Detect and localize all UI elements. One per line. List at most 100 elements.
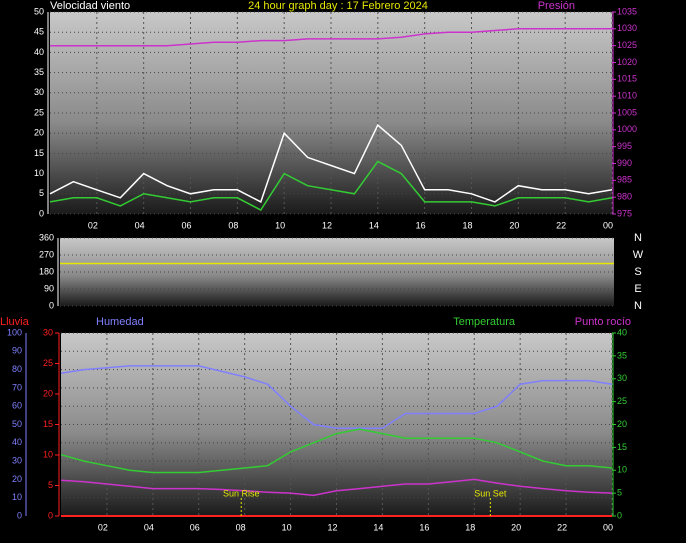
y-tick-label: 5 — [39, 188, 44, 198]
y2-tick-label: 1010 — [617, 91, 637, 101]
y3-tick-label: 25 — [43, 358, 53, 368]
x-tick-label: 00 — [603, 522, 613, 532]
y2-tick-label: 0 — [617, 510, 622, 520]
x-tick-label: 16 — [419, 522, 429, 532]
y-tick-label: 30 — [12, 455, 22, 465]
series-label: Temperatura — [453, 316, 516, 328]
x-tick-label: 08 — [228, 220, 238, 230]
series-line — [49, 123, 613, 203]
y3-tick-label: 5 — [48, 480, 53, 490]
y3-tick-label: 20 — [43, 388, 53, 398]
compass-label: N — [634, 300, 642, 312]
y2-tick-label: 10 — [617, 465, 627, 475]
y-label: Velocidad viento — [50, 0, 130, 12]
y-tick-label: 40 — [34, 47, 44, 57]
chart-title: 24 hour graph day : 17 Febrero 2024 — [248, 0, 428, 12]
y-tick-label: 0 — [17, 510, 22, 520]
series-label: Lluvia — [0, 316, 30, 328]
y-tick-label: 50 — [12, 419, 22, 429]
y-tick-label: 70 — [12, 382, 22, 392]
series-line — [49, 160, 613, 211]
sun-label: Sun Set — [474, 488, 507, 498]
x-tick-label: 16 — [416, 220, 426, 230]
x-tick-label: 06 — [181, 220, 191, 230]
x-tick-label: 22 — [556, 220, 566, 230]
x-tick-label: 04 — [144, 522, 154, 532]
y-tick-label: 20 — [12, 474, 22, 484]
y-tick-label: 50 — [34, 6, 44, 16]
y2-tick-label: 975 — [617, 208, 632, 218]
series-line — [60, 365, 613, 429]
y2-tick-label: 25 — [617, 396, 627, 406]
y3-tick-label: 0 — [48, 510, 53, 520]
y2-tick-label: 995 — [617, 141, 632, 151]
x-tick-label: 00 — [603, 220, 613, 230]
y2-tick-label: 1015 — [617, 74, 637, 84]
sun-label: Sun Rise — [223, 488, 260, 498]
y-tick-label: 270 — [39, 249, 54, 259]
compass-label: N — [634, 232, 642, 244]
compass-label: S — [634, 266, 641, 278]
y2-tick-label: 30 — [617, 373, 627, 383]
y2-tick-label: 980 — [617, 192, 632, 202]
x-tick-label: 12 — [322, 220, 332, 230]
series-line — [60, 478, 613, 497]
y-tick-label: 10 — [12, 492, 22, 502]
x-tick-label: 10 — [275, 220, 285, 230]
y2-tick-label: 1035 — [617, 6, 637, 16]
y2-tick-label: 1000 — [617, 124, 637, 134]
y2-tick-label: 5 — [617, 488, 622, 498]
y2-tick-label: 1030 — [617, 23, 637, 33]
y-tick-label: 180 — [39, 266, 54, 276]
y-tick-label: 90 — [44, 283, 54, 293]
y2-tick-label: 15 — [617, 442, 627, 452]
series-label: Punto rocío — [575, 316, 631, 328]
x-tick-label: 20 — [509, 220, 519, 230]
x-tick-label: 22 — [557, 522, 567, 532]
x-tick-label: 02 — [98, 522, 108, 532]
y3-tick-label: 15 — [43, 419, 53, 429]
series-line — [60, 428, 613, 474]
y2-tick-label: 1025 — [617, 40, 637, 50]
y2-tick-label: 1020 — [617, 57, 637, 67]
x-tick-label: 18 — [465, 522, 475, 532]
x-tick-label: 10 — [282, 522, 292, 532]
x-tick-label: 14 — [369, 220, 379, 230]
compass-label: W — [633, 249, 644, 261]
y-tick-label: 90 — [12, 346, 22, 356]
y2-tick-label: 40 — [617, 327, 627, 337]
y3-tick-label: 30 — [43, 327, 53, 337]
y-tick-label: 80 — [12, 364, 22, 374]
y-tick-label: 100 — [7, 327, 22, 337]
y-tick-label: 60 — [12, 401, 22, 411]
compass-label: E — [634, 283, 641, 295]
x-tick-label: 18 — [462, 220, 472, 230]
y2-tick-label: 985 — [617, 175, 632, 185]
y-tick-label: 0 — [49, 300, 54, 310]
y-tick-label: 20 — [34, 128, 44, 138]
y-tick-label: 0 — [39, 208, 44, 218]
x-tick-label: 02 — [88, 220, 98, 230]
series-label: Humedad — [96, 316, 144, 328]
y-tick-label: 35 — [34, 67, 44, 77]
y-tick-label: 360 — [39, 232, 54, 242]
y3-tick-label: 10 — [43, 449, 53, 459]
x-tick-label: 20 — [511, 522, 521, 532]
y-tick-label: 10 — [34, 168, 44, 178]
y2-tick-label: 35 — [617, 350, 627, 360]
y-tick-label: 15 — [34, 148, 44, 158]
y2-tick-label: 1005 — [617, 107, 637, 117]
y-tick-label: 40 — [12, 437, 22, 447]
y-tick-label: 30 — [34, 87, 44, 97]
y-tick-label: 25 — [34, 107, 44, 117]
y2-tick-label: 990 — [617, 158, 632, 168]
y2-label: Presión — [538, 0, 575, 12]
y2-tick-label: 20 — [617, 419, 627, 429]
series-line — [50, 28, 612, 47]
x-tick-label: 06 — [190, 522, 200, 532]
x-tick-label: 12 — [327, 522, 337, 532]
x-tick-label: 14 — [373, 522, 383, 532]
x-tick-label: 04 — [135, 220, 145, 230]
x-tick-label: 08 — [236, 522, 246, 532]
